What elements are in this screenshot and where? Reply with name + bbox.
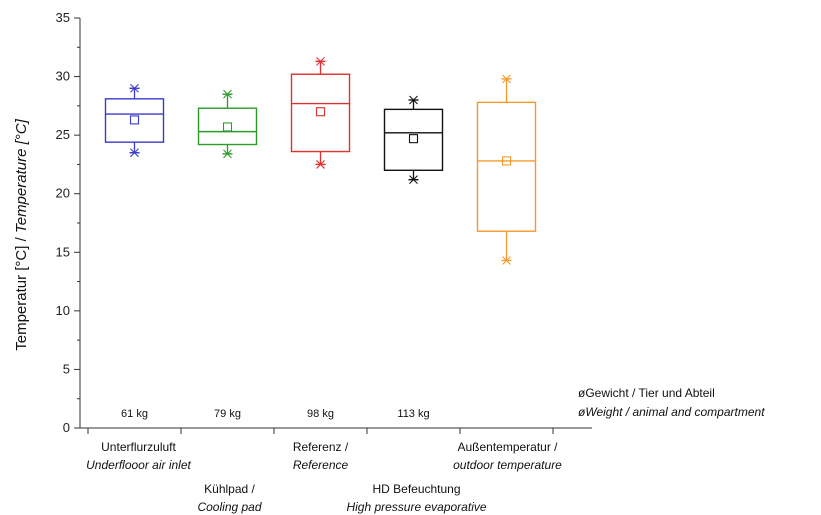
weight-annotation-subtitle: øWeight / animal and compartment xyxy=(578,405,765,419)
min-marker xyxy=(222,149,233,159)
max-marker xyxy=(222,89,233,99)
y-tick-label: 25 xyxy=(56,127,70,142)
max-marker xyxy=(129,83,140,93)
min-marker xyxy=(315,160,326,169)
axes xyxy=(79,18,592,434)
y-tick-label: 20 xyxy=(56,186,70,201)
iqr-box xyxy=(197,107,258,146)
x-category-sublabel: Cooling pad xyxy=(197,500,261,514)
x-category-label: Referenz / xyxy=(293,440,349,454)
iqr-box xyxy=(104,98,165,143)
max-marker xyxy=(501,74,512,84)
box-3 xyxy=(290,56,351,169)
weight-labels: 61 kg 79 kg 98 kg 113 kg xyxy=(121,408,430,420)
box-5 xyxy=(476,74,537,265)
y-tick-label: 0 xyxy=(63,420,70,435)
mean-marker xyxy=(408,134,419,144)
x-category-sublabel: High pressure evaporative xyxy=(346,500,486,514)
weight-label: 98 kg xyxy=(307,408,334,420)
mean-marker xyxy=(315,107,326,117)
x-category-label: Außentemperatur / xyxy=(457,440,558,454)
max-marker xyxy=(408,95,419,105)
weight-annotation-title: øGewicht / Tier und Abteil xyxy=(578,386,715,400)
max-marker xyxy=(315,56,326,66)
box-1 xyxy=(104,83,165,158)
weight-label: 61 kg xyxy=(121,408,148,420)
y-tick-label: 15 xyxy=(56,244,70,259)
x-category-label: HD Befeuchtung xyxy=(372,482,460,496)
category-labels: Unterflurzuluft Underflooor air inlet Kühl… xyxy=(86,440,562,514)
y-axis-title: Temperatur [°C] / Temperature [°C] xyxy=(13,118,30,350)
box-4 xyxy=(383,95,444,185)
mean-marker xyxy=(129,115,140,125)
iqr-box xyxy=(476,101,537,232)
mean-marker xyxy=(222,122,233,132)
x-category-sublabel: Reference xyxy=(293,458,349,472)
min-marker xyxy=(129,148,140,158)
box-2 xyxy=(197,89,258,159)
min-marker xyxy=(408,175,419,185)
y-tick-label: 30 xyxy=(56,69,70,84)
iqr-box xyxy=(290,73,351,153)
x-category-sublabel: Underflooor air inlet xyxy=(86,458,191,472)
y-tick-label: 35 xyxy=(56,10,70,25)
boxes xyxy=(104,56,537,265)
min-marker xyxy=(501,256,512,265)
y-tick-label: 10 xyxy=(56,303,70,318)
weight-label: 113 kg xyxy=(397,408,429,420)
y-ticks: 0 5 10 15 20 25 30 35 xyxy=(56,10,80,435)
y-tick-label: 5 xyxy=(63,361,70,376)
weight-label: 79 kg xyxy=(214,408,241,420)
iqr-box xyxy=(383,108,444,171)
y-axis-title-german: Temperatur [°C] / xyxy=(13,233,30,351)
x-category-label: Kühlpad / xyxy=(204,482,255,496)
x-category-sublabel: outdoor temperature xyxy=(453,458,562,472)
y-axis-title-english: Temperature [°C] xyxy=(13,118,30,233)
weight-annotation: øGewicht / Tier und Abteil øWeight / ani… xyxy=(578,386,765,419)
x-category-label: Unterflurzuluft xyxy=(101,440,176,454)
mean-marker xyxy=(501,156,512,166)
